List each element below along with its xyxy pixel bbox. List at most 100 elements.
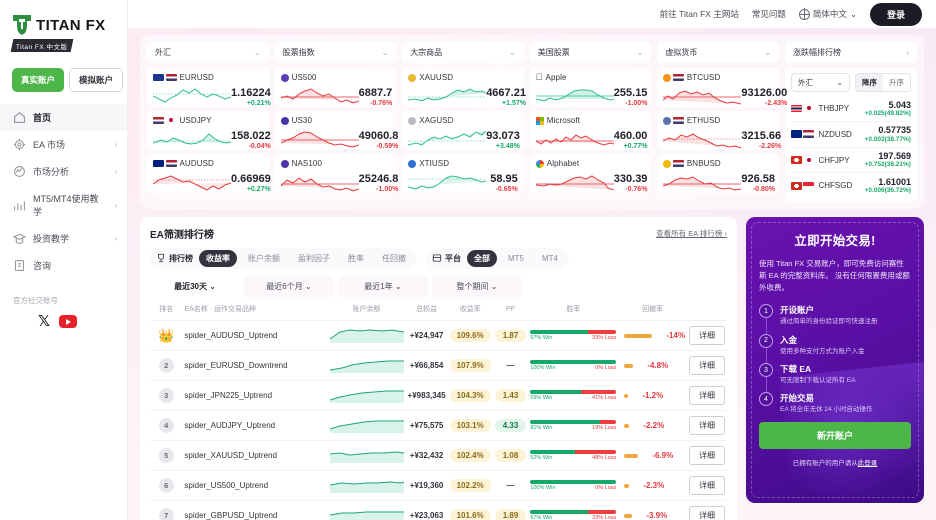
cell-ea-name[interactable]: spider_US500_Uptrend	[182, 470, 328, 502]
market-price: 3215.66	[741, 130, 782, 143]
ranking-row[interactable]: CHFJPY 197.569 +0.752(38.21%)	[790, 146, 911, 173]
ea-tab-winrate[interactable]: 胜率	[348, 254, 364, 264]
detail-button[interactable]: 详细	[689, 506, 725, 520]
ranking-filter-label: 外汇	[797, 78, 813, 87]
market-change: +3.48%	[495, 142, 520, 150]
ea-platform-mt4[interactable]: MT4	[542, 254, 558, 264]
table-row[interactable]: 3 spider_JPN225_Uptrend +¥983,345 104.3% 1.4…	[150, 380, 727, 412]
ranking-header[interactable]: 涨跌幅排行榜 ›	[784, 42, 917, 63]
market-card-xagusd[interactable]: XAGUSD 93.073 +3.48%	[402, 111, 524, 150]
period-tab-all[interactable]: 整个期间 ⌄	[432, 276, 522, 298]
ranking-row[interactable]: NZDUSD 0.57735 +0.002(38.77%)	[790, 120, 911, 147]
ea-tab-return[interactable]: 收益率	[199, 250, 237, 268]
ranking-price: 0.57735	[878, 125, 911, 136]
table-row[interactable]: 2 spider_EURUSD_Downtrend +¥66,854 107.9% — 1…	[150, 350, 727, 382]
sidebar-item-investment-tutorial[interactable]: 投资教学 ›	[0, 225, 127, 252]
period-tab-30d[interactable]: 最近30天 ⌄	[150, 276, 240, 298]
market-card-apple[interactable]:  Apple 255.15 -1.00%	[529, 68, 652, 107]
sidebar-item-ea-market[interactable]: EA 市场 ›	[0, 131, 127, 158]
ranking-filter-select[interactable]: 外汇 ⌄	[790, 73, 850, 92]
view-all-ea-link[interactable]: 查看所有 EA 排行榜 ›	[656, 229, 727, 239]
market-category-select-1[interactable]: 股票指数 ⌄	[274, 42, 397, 63]
table-row[interactable]: 👑 spider_AUDUSD_Uptrend +¥24,947 109.6% 1.87…	[150, 320, 727, 352]
ranking-symbol: THBJPY	[818, 103, 850, 113]
cell-ea-name[interactable]: spider_AUDUSD_Uptrend	[182, 320, 328, 352]
sidebar-item-mt-tutorial[interactable]: MT5/MT4使用教学 ›	[0, 185, 127, 225]
market-card-ethusd[interactable]: ETHUSD 3215.66 -2.26%	[657, 111, 782, 150]
cell-ea-name[interactable]: spider_EURUSD_Downtrend	[182, 350, 328, 382]
market-card-us500[interactable]: US500 6887.7 -0.76%	[274, 68, 397, 107]
faq-link[interactable]: 常见问题	[751, 9, 786, 19]
detail-button[interactable]: 详细	[689, 446, 725, 466]
ranking-values: 5.043 +0.025(49.82%)	[865, 100, 911, 118]
detail-button[interactable]: 详细	[689, 416, 725, 436]
language-selector[interactable]: 简体中文 ⌄	[798, 8, 857, 20]
ea-tab-profit-factor[interactable]: 盈利因子	[298, 254, 330, 264]
market-symbol: BNBUSD	[686, 159, 721, 168]
open-account-button[interactable]: 新开账户	[759, 421, 911, 449]
ea-tab-drawdown[interactable]: 任回撤	[382, 254, 406, 264]
market-card-bnbusd[interactable]: BNBUSD 926.58 -0.80%	[657, 154, 779, 193]
market-category-select-2[interactable]: 大宗商品 ⌄	[402, 42, 524, 63]
balance-sparkline	[329, 390, 404, 404]
cell-ea-name[interactable]: spider_JPN225_Uptrend	[182, 380, 328, 412]
sparkline-chart	[408, 130, 487, 146]
period-tab-1y[interactable]: 最近1年 ⌄	[338, 276, 428, 298]
market-card-audusd[interactable]: AUDUSD 0.66969 +0.27%	[147, 154, 271, 193]
promo-login-link[interactable]: 此登录	[857, 459, 878, 467]
detail-button[interactable]: 详细	[689, 476, 725, 496]
main-site-link[interactable]: 前往 Titan FX 主网站	[659, 9, 739, 19]
table-row[interactable]: 4 spider_AUDJPY_Uptrend +¥75,575 103.1% 4.33…	[150, 410, 727, 442]
market-card-xtiusd[interactable]: XTIUSD 58.95 -0.65%	[402, 154, 524, 193]
logo[interactable]: TITAN FX Titan FX 中文版	[0, 0, 127, 58]
sidebar-item-home[interactable]: 首页	[0, 104, 127, 131]
market-card-xauusd[interactable]: XAUUSD 4667.21 +1.57%	[402, 68, 526, 107]
demo-account-button[interactable]: 模拟账户	[69, 68, 124, 92]
market-category-select-0[interactable]: 外汇 ⌄	[147, 42, 269, 63]
market-category-select-3[interactable]: 美国股票 ⌄	[529, 42, 652, 63]
market-card-microsoft[interactable]: Microsoft 460.00 +0.77%	[529, 111, 652, 150]
sidebar-item-market-analysis[interactable]: 市场分析 ›	[0, 158, 127, 185]
trophy-icon	[156, 253, 166, 265]
market-card-us30[interactable]: US30 49060.8 -0.59%	[274, 111, 399, 150]
detail-button[interactable]: 详细	[689, 386, 725, 406]
social-label: 官方社交账号	[13, 296, 58, 305]
market-card-btcusd[interactable]: BTCUSD 93126.00 -2.43%	[657, 68, 787, 107]
cell-return: 104.3%	[447, 380, 493, 412]
promo-step-4: 4 开始交易 EA 将全年无休 24 小时自动操作	[759, 392, 911, 414]
sparkline-chart	[280, 131, 359, 148]
detail-button[interactable]: 详细	[689, 356, 725, 376]
market-card-usdjpy[interactable]: USDJPY 158.022 -0.04%	[147, 111, 271, 150]
market-card-alphabet[interactable]: Alphabet 330.39 -0.76%	[529, 154, 652, 193]
youtube-icon[interactable]	[59, 315, 78, 328]
login-button[interactable]: 登录	[869, 2, 922, 26]
cell-ea-name[interactable]: spider_AUDJPY_Uptrend	[182, 410, 328, 442]
table-row[interactable]: 5 spider_XAUUSD_Uptrend +¥32,432 102.4% 1.08…	[150, 440, 727, 472]
sort-asc-button[interactable]: 升序	[882, 74, 910, 91]
chevron-down-icon: ⌄	[836, 78, 843, 87]
cell-ea-name[interactable]: spider_XAUUSD_Uptrend	[182, 440, 328, 472]
flag-th-jp-icon	[790, 104, 815, 113]
ea-platform-mt5[interactable]: MT5	[508, 254, 524, 264]
real-account-button[interactable]: 真实账户	[12, 68, 65, 92]
table-row[interactable]: 7 spider_GBPUSD_Uptrend +¥23,063 101.6% 1.89…	[150, 500, 727, 520]
ea-tab-balance[interactable]: 账户余额	[248, 254, 280, 264]
index-icon	[280, 73, 289, 82]
ranking-row[interactable]: CHFSGD 1.61001 +0.006(36.72%)	[790, 172, 911, 198]
cell-return: 107.9%	[447, 350, 493, 382]
detail-button[interactable]: 详细	[689, 326, 725, 346]
sidebar-item-consult[interactable]: 咨询	[0, 252, 127, 279]
sort-desc-button[interactable]: 降序	[855, 74, 883, 91]
market-card-nas100[interactable]: NAS100 25246.8 -1.00%	[274, 154, 398, 193]
market-change: -0.59%	[376, 142, 399, 150]
market-card-eurusd[interactable]: EURUSD 1.16224 +0.21%	[147, 68, 271, 107]
table-row[interactable]: 6 spider_US500_Uptrend +¥19,360 102.2% — 100%…	[150, 470, 727, 502]
step-title: 开设账户	[780, 305, 815, 316]
ranking-row[interactable]: THBJPY 5.043 +0.025(49.82%)	[790, 96, 911, 121]
market-category-select-4[interactable]: 虚拟货币 ⌄	[657, 42, 779, 63]
period-tab-6m[interactable]: 最近6个月 ⌄	[244, 276, 334, 298]
x-icon[interactable]: 𝕏	[38, 313, 51, 330]
sidebar-item-label: 咨询	[33, 261, 52, 271]
cell-ea-name[interactable]: spider_GBPUSD_Uptrend	[182, 500, 328, 520]
ea-platform-all[interactable]: 全部	[467, 250, 497, 268]
